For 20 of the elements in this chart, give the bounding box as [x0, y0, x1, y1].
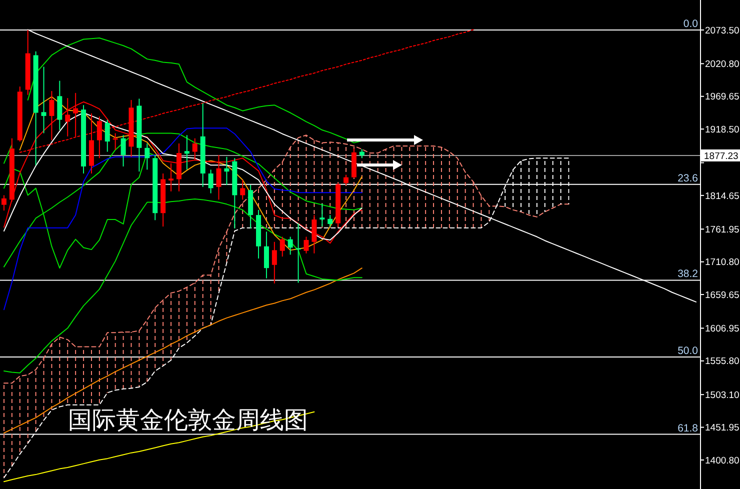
y-tick-label: 1503.10 — [705, 390, 740, 401]
y-tick-label: 1451.95 — [705, 422, 740, 434]
y-tick-label: 1400.80 — [705, 455, 740, 466]
level-label: 0.0 — [683, 18, 698, 30]
y-tick-label: 1659.65 — [705, 290, 740, 301]
y-tick-label: 1555.80 — [705, 356, 740, 368]
ref-line-label: 1877.23 — [704, 150, 738, 162]
y-tick-label: 1969.65 — [705, 92, 740, 103]
price-label: 1877.23 — [701, 149, 740, 162]
y-tick-label: 1606.95 — [705, 324, 740, 335]
y-tick-label: 1710.80 — [705, 257, 740, 268]
y-tick-label: 1761.95 — [705, 224, 740, 236]
level-label: 23.6 — [678, 172, 698, 184]
level-label: 61.8 — [678, 422, 698, 434]
y-tick-label: 2020.80 — [705, 59, 740, 70]
level-label: 38.2 — [678, 268, 698, 280]
level-label: 50.0 — [678, 344, 698, 357]
y-tick-label: 2073.50 — [705, 25, 740, 36]
y-tick-label: 1918.50 — [705, 124, 740, 136]
y-tick-label: 1814.65 — [705, 190, 740, 202]
